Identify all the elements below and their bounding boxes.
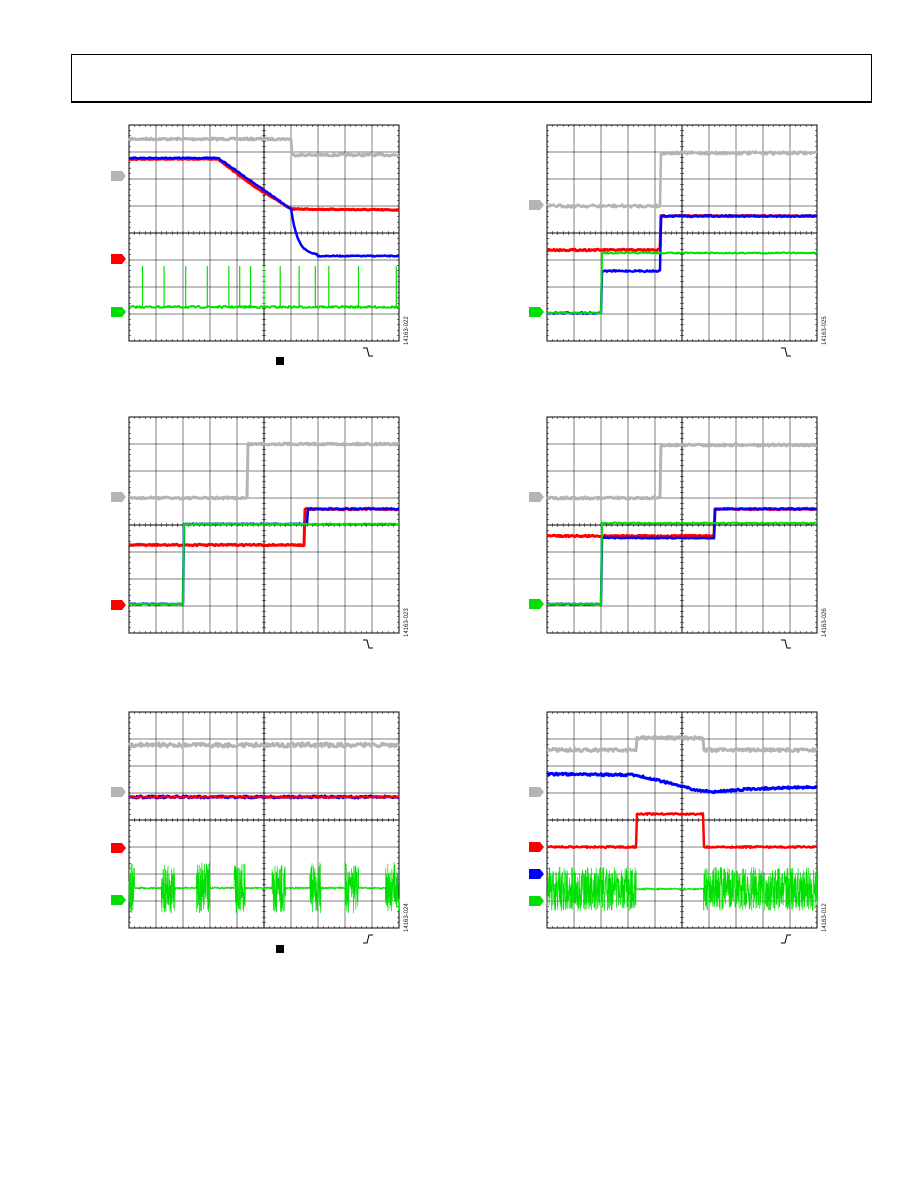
- cursor-marker-1: [276, 357, 284, 365]
- figure-id-5: 14163-024: [404, 903, 410, 932]
- channel-marker-shape: [111, 307, 126, 317]
- scope-screen-6: [546, 711, 818, 929]
- channel-2-marker: [111, 600, 126, 610]
- falling-edge-icon: [363, 347, 373, 357]
- channel-marker-shape: [111, 254, 126, 264]
- channel-4-marker: [529, 896, 544, 906]
- channel-4-marker: [111, 895, 126, 905]
- trace-ch4: [546, 521, 818, 606]
- scope-screen-2: [546, 124, 818, 342]
- scope-plot-5: [111, 711, 400, 944]
- channel-3-marker: [529, 869, 544, 879]
- trace-ch1: [128, 136, 400, 158]
- scope-screen-5: [128, 711, 400, 929]
- channel-marker-shape: [111, 492, 126, 502]
- channel-marker-shape: [529, 842, 544, 852]
- falling-edge-icon: [363, 639, 373, 649]
- trigger-indicator: [781, 934, 791, 944]
- trace-ch4: [128, 522, 400, 606]
- rising-edge-icon: [363, 934, 373, 944]
- channel-marker-shape: [529, 896, 544, 906]
- channel-4-marker: [111, 307, 126, 317]
- trigger-indicator: [781, 347, 791, 357]
- channel-1-marker: [529, 787, 544, 797]
- rising-edge-icon: [781, 934, 791, 944]
- channel-1-marker: [111, 171, 126, 181]
- figure-id-2: 14163-025: [822, 316, 828, 345]
- figure-id-4: 14163-026: [822, 608, 828, 637]
- figure-id-1: 14163-022: [404, 316, 410, 345]
- falling-edge-icon: [781, 639, 791, 649]
- trace-ch1: [546, 735, 818, 753]
- trace-ch4: [546, 251, 818, 315]
- trace-ch4: [546, 866, 818, 911]
- channel-marker-shape: [111, 787, 126, 797]
- channel-1-marker: [529, 492, 544, 502]
- channel-marker-shape: [111, 843, 126, 853]
- channel-1-marker: [529, 200, 544, 210]
- trace-ch1: [128, 741, 400, 749]
- channel-marker-shape: [529, 492, 544, 502]
- scope-plot-6: [529, 711, 818, 944]
- scope-plot-3: [111, 416, 400, 649]
- trigger-indicator: [363, 347, 373, 357]
- trace-ch2: [129, 795, 400, 799]
- channel-marker-shape: [111, 171, 126, 181]
- trace-ch3: [128, 156, 400, 258]
- channel-4-marker: [529, 599, 544, 609]
- channel-4-marker: [529, 307, 544, 317]
- channel-1-marker: [111, 492, 126, 502]
- trigger-indicator: [781, 639, 791, 649]
- scope-screen-1: [128, 124, 400, 342]
- channel-marker-shape: [529, 599, 544, 609]
- channel-2-marker: [111, 843, 126, 853]
- figure-id-3: 14163-023: [404, 608, 410, 637]
- channel-marker-shape: [111, 600, 126, 610]
- scope-screen-3: [128, 416, 400, 634]
- channel-marker-shape: [529, 787, 544, 797]
- trace-ch1: [128, 441, 400, 501]
- channel-2-marker: [111, 254, 126, 264]
- scope-plot-4: [529, 416, 818, 649]
- channel-marker-shape: [111, 895, 126, 905]
- trace-ch2: [546, 812, 818, 849]
- page-header-box: [71, 54, 872, 103]
- channel-marker-shape: [529, 200, 544, 210]
- trace-ch3: [546, 771, 818, 795]
- trace-ch1: [546, 442, 818, 501]
- trace-ch4: [128, 861, 400, 915]
- trigger-indicator: [363, 934, 373, 944]
- falling-edge-icon: [781, 347, 791, 357]
- channel-1-marker: [111, 787, 126, 797]
- scope-plot-2: [529, 124, 818, 357]
- channel-marker-shape: [529, 869, 544, 879]
- cursor-marker-5: [276, 945, 284, 953]
- channel-marker-shape: [529, 307, 544, 317]
- figure-id-6: 14163-012: [822, 903, 828, 932]
- scope-screen-4: [546, 416, 818, 634]
- trigger-indicator: [363, 639, 373, 649]
- scope-plot-1: [111, 124, 400, 357]
- trace-ch1: [546, 150, 818, 209]
- channel-2-marker: [529, 842, 544, 852]
